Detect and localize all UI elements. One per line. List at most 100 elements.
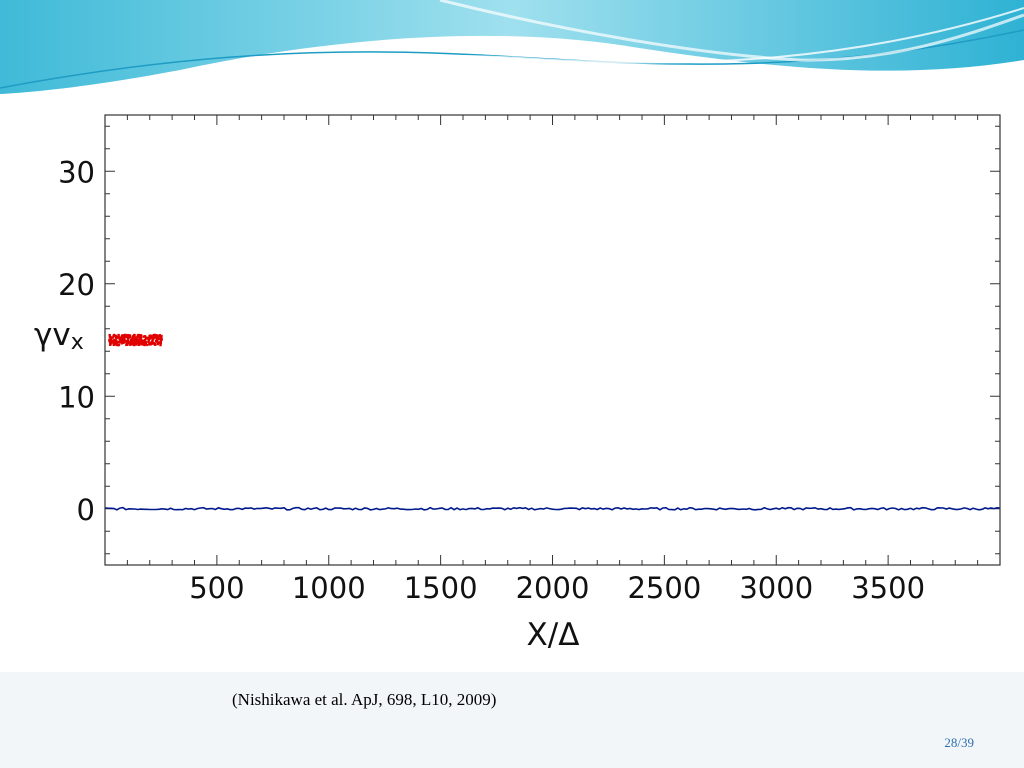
series-initial-point: [146, 336, 149, 340]
series-initial-point: [152, 333, 156, 337]
series-initial-point: [153, 342, 156, 346]
series-initial-point: [112, 342, 116, 345]
series-initial-point: [160, 334, 163, 338]
series-initial-point: [125, 334, 128, 337]
x-axis-ticks: 500 1000 1500 2000 2500 3000 3500: [126, 115, 979, 605]
series-initial-point: [129, 341, 132, 344]
series-initial-point: [144, 342, 148, 345]
series-initial-point: [112, 334, 115, 338]
x-tick-label: 2000: [516, 571, 590, 605]
series-initial-point: [115, 340, 118, 343]
series-initial-point: [149, 341, 152, 345]
series-initial-point: [133, 335, 136, 338]
y-axis-title-main: γv: [34, 317, 71, 353]
y-tick-label: 30: [58, 155, 95, 189]
series-initial-point: [132, 343, 136, 347]
series-initial-point: [132, 338, 135, 341]
series-initial-point: [134, 338, 138, 341]
series-initial-point: [155, 334, 159, 337]
series-initial-point: [144, 336, 148, 340]
y-axis-ticks: 0 10 20 30: [58, 125, 1000, 555]
series-initial-point: [121, 339, 125, 342]
series-initial-point: [128, 342, 132, 346]
series-initial-point: [122, 336, 126, 339]
series-initial-point: [136, 338, 139, 341]
y-tick-label: 10: [58, 380, 95, 414]
series-initial-point: [115, 343, 118, 347]
series-initial-point: [108, 333, 111, 337]
x-tick-label: 1000: [292, 571, 366, 605]
series-initial-point: [125, 342, 128, 345]
series-initial-point: [139, 337, 142, 341]
series-initial-point: [150, 342, 154, 345]
series-initial-point: [120, 338, 123, 341]
series-initial-point: [111, 336, 114, 339]
series-initial-point: [156, 336, 160, 340]
series-initial-point: [141, 342, 144, 346]
series-initial-point: [128, 334, 131, 337]
series-initial-point: [109, 338, 113, 341]
series-initial-point: [123, 340, 126, 343]
series-initial-point: [117, 333, 120, 337]
series-initial-point: [126, 333, 130, 337]
series-initial-point: [121, 334, 124, 337]
series-initial-point: [131, 340, 135, 343]
x-tick-label: 500: [189, 571, 244, 605]
x-tick-label: 2500: [627, 571, 701, 605]
series-initial-point: [109, 342, 112, 345]
series-initial-point: [142, 339, 145, 343]
series-initial-point: [159, 340, 162, 344]
series-initial-point: [153, 336, 157, 339]
series-initial-point: [137, 343, 140, 346]
series-initial-point: [136, 341, 139, 344]
series-initial-point: [129, 338, 133, 342]
series-initial-point: [126, 336, 130, 340]
series-initial-point: [151, 336, 155, 339]
series-initial-point: [147, 338, 151, 342]
series-initial-point: [146, 343, 149, 347]
y-axis-title: γvx: [34, 317, 84, 355]
x-tick-label: 3500: [851, 571, 925, 605]
series-initial-point: [158, 335, 161, 338]
series-initial-point: [109, 335, 112, 339]
series-initial-point: [149, 343, 152, 346]
series-initial-point: [154, 339, 158, 343]
header-wave-decoration: [0, 0, 1024, 95]
series-initial-point: [118, 340, 121, 344]
series-initial-point: [136, 334, 140, 337]
series-initial-point: [156, 342, 160, 346]
y-axis-title-subscript: x: [71, 330, 84, 355]
series-initial-point: [117, 343, 120, 347]
series-initial-point: [138, 335, 141, 339]
series-initial-point: [141, 341, 145, 344]
series-initial-point: [134, 342, 138, 346]
series-initial-point: [131, 336, 134, 340]
series-initial-point: [109, 343, 112, 347]
series-initial-point: [143, 343, 146, 347]
series-initial-point: [152, 337, 155, 341]
series-initial-point: [142, 335, 145, 338]
series-initial-point: [119, 336, 122, 339]
series-initial-point: [148, 337, 151, 340]
series-initial-point: [159, 343, 162, 347]
series-initial-point: [151, 340, 154, 343]
series-initial-point: [148, 335, 151, 338]
series-initial-point: [150, 336, 153, 340]
series-initial-point: [150, 334, 153, 338]
x-axis-title: X/Δ: [527, 617, 580, 653]
series-field-line: [104, 506, 1001, 511]
series-initial-point: [143, 335, 147, 338]
series-initial-point: [144, 340, 147, 344]
series-initial-point: [139, 336, 142, 339]
y-tick-label: 0: [77, 493, 95, 527]
series-initial-point: [147, 340, 150, 344]
series-initial-point: [159, 337, 163, 341]
series-initial-point: [135, 336, 138, 339]
series-initial-point: [138, 340, 141, 344]
x-tick-label: 1500: [404, 571, 478, 605]
slide-footer: [0, 672, 1024, 768]
series-initial-point: [121, 336, 124, 339]
series-initial-point: [114, 334, 118, 338]
series-initial-point: [111, 341, 114, 344]
series-initial-point: [113, 338, 116, 342]
